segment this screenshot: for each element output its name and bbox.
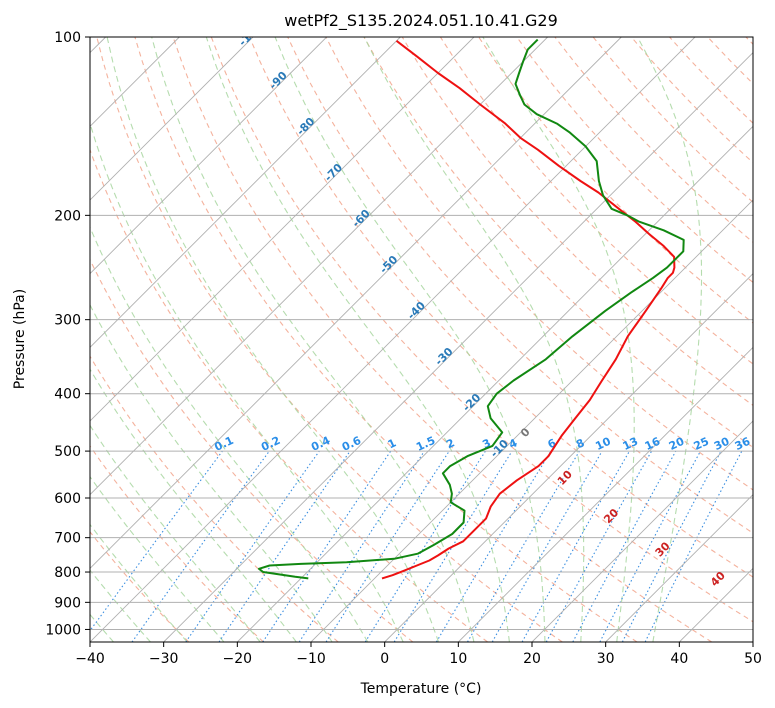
temperature-profile [381,40,676,580]
x-tick-label: 30 [597,651,615,667]
x-tick-label: −10 [296,651,326,667]
mixing-ratio-line [521,450,630,642]
isotherm-line [237,125,753,642]
mixing-ratio-line [393,450,513,642]
mixing-ratio-line [644,450,743,642]
mixing-ratio-label: 30 [712,435,732,453]
y-tick-label: 300 [54,313,81,329]
y-tick-label: 600 [54,491,81,507]
x-tick-label: 10 [449,651,467,667]
dry-adiabat [516,37,753,284]
moist-adiabat [482,37,635,642]
isotherm-line [90,37,327,275]
y-tick-label: 700 [54,531,81,547]
isotherm-line [605,494,753,642]
x-tick-label: 40 [670,651,688,667]
dry-adiabat [210,37,753,623]
background-lines [90,37,753,642]
x-axis: −40 −30 −20 −10 0 10 20 30 40 50 [75,642,762,667]
x-tick-label: −30 [149,651,179,667]
x-tick-label: 50 [744,651,762,667]
dry-adiabat [439,37,753,365]
isotherm-line [90,37,548,496]
dry-adiabat [401,37,753,407]
isotherm-line [458,346,753,642]
mixing-ratio-line [572,450,677,642]
chart-title: wetPf2_S135.2024.051.10.41.G29 [284,11,558,31]
isotherm-line [90,37,401,348]
y-tick-label: 1000 [45,622,81,638]
mixing-ratio-label: 10 [593,435,613,453]
mixing-ratio-label: 16 [643,435,663,453]
mixing-ratio-line [131,450,270,642]
moist-adiabat [90,569,151,642]
isobar-gridlines [90,37,753,630]
mixing-ratio-line [545,450,653,642]
y-tick-label: 900 [54,595,81,611]
y-tick-label: 800 [54,565,81,581]
y-tick-label: 100 [54,30,81,46]
dry-adiabat [90,530,190,642]
isotherm-line [310,199,753,642]
mixing-ratio-label: 25 [692,435,711,453]
dry-adiabat [90,258,414,642]
mixing-ratio-line [325,450,450,642]
isotherm-line [90,37,475,422]
moist-adiabat [205,37,510,642]
moist-adiabat [90,303,333,642]
moist-adiabat [637,37,703,642]
mixing-ratio-line [298,450,425,642]
x-tick-label: 0 [380,651,389,667]
mixing-ratio-label: 20 [667,435,687,453]
dry-adiabat [134,37,638,642]
isotherm-line [163,52,753,642]
isotherm-line [384,273,753,642]
mixing-ratio-line [90,450,223,632]
y-tick-label: 200 [54,208,81,224]
y-tick-label: 500 [54,444,81,460]
x-tick-label: 20 [523,651,541,667]
y-tick-label: 400 [54,387,81,403]
plot-frame [89,36,754,643]
dry-adiabat [172,37,712,642]
moist-adiabat [90,424,261,642]
moist-adiabat [274,37,546,642]
x-tick-label: −20 [223,651,253,667]
moist-adiabat [90,368,297,642]
dry-adiabat [90,355,339,642]
y-axis-title: Pressure (hPa) [12,289,28,389]
dry-adiabat [90,445,264,642]
moist-adiabat [90,225,369,642]
x-tick-label: −40 [75,651,105,667]
moist-adiabat [106,37,440,642]
dry-adiabat [248,37,753,578]
mixing-ratio-line [218,450,351,642]
isotherm-line [531,420,753,642]
dewpoint-profile [258,38,685,580]
x-axis-title: Temperature (°C) [360,681,482,697]
moist-adiabat [363,37,585,642]
isotherm-line [90,37,696,642]
mixing-ratio-line [185,450,320,642]
profile-series [258,38,685,580]
mixing-ratio-label: 13 [621,435,640,453]
moist-adiabat [151,37,475,642]
mixing-ratio-label: 36 [733,435,753,453]
moist-adiabat [90,121,404,642]
dry-adiabat [90,148,488,642]
moist-adiabat [90,523,188,642]
isotherm-line [90,37,254,201]
dry-adiabat [96,37,563,642]
y-axis: 100 200 300 400 500 600 700 800 900 1000 [45,30,90,638]
mixing-ratio-line [262,450,392,642]
isotherm-label: -100 [236,20,265,49]
